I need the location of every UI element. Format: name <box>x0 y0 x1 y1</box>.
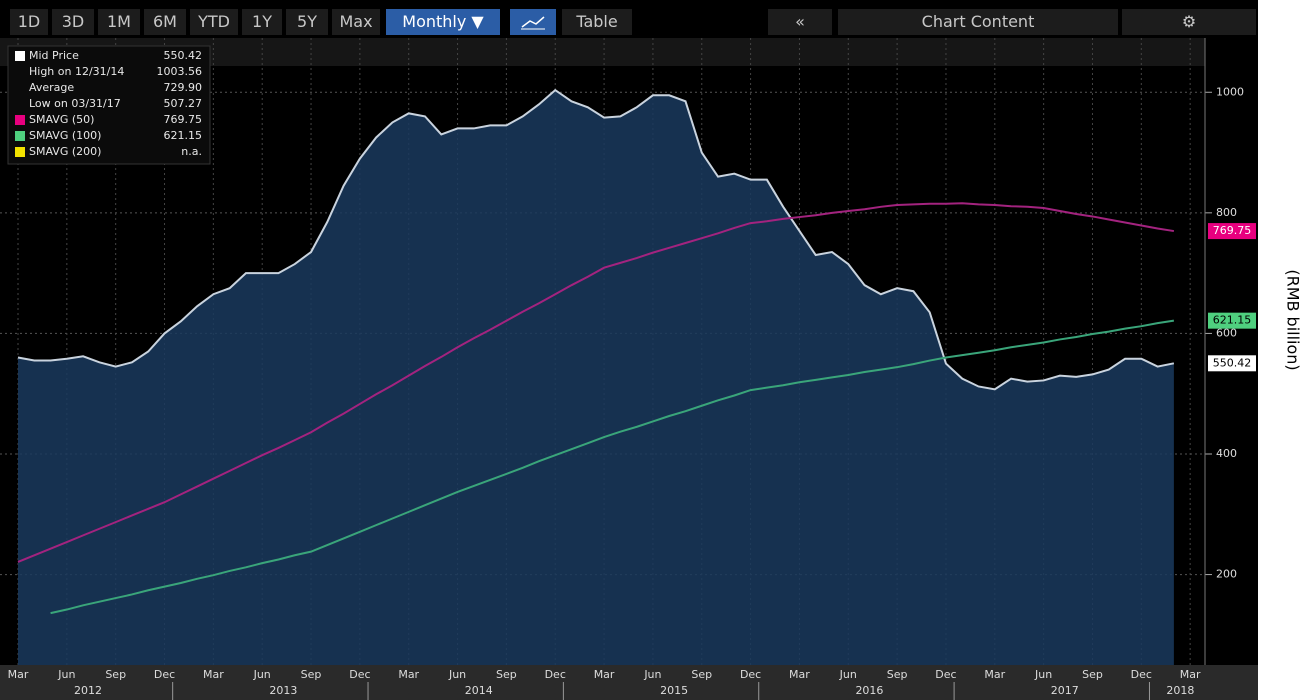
x-tick-label: Jun <box>57 668 75 681</box>
year-label: 2016 <box>855 684 883 697</box>
legend-entry-value: 621.15 <box>164 129 203 142</box>
year-label: 2013 <box>269 684 297 697</box>
area <box>18 90 1174 666</box>
range-button[interactable]: 3D <box>52 9 94 35</box>
x-tick-label: Sep <box>105 668 126 681</box>
x-tick-label: Mar <box>789 668 810 681</box>
x-tick-label: Dec <box>740 668 761 681</box>
year-label: 2012 <box>74 684 102 697</box>
x-tick-label: Dec <box>935 668 956 681</box>
x-tick-label: Sep <box>887 668 908 681</box>
range-button[interactable]: 5Y <box>286 9 328 35</box>
x-tick-label: Jun <box>448 668 466 681</box>
range-button[interactable]: 1D <box>10 9 48 35</box>
range-button[interactable]: Max <box>332 9 380 35</box>
chart-type-button[interactable] <box>510 9 556 35</box>
line <box>17 88 1175 391</box>
frequency-dropdown[interactable]: Monthly ▼ <box>386 9 500 35</box>
legend-entry: SMAVG (100) <box>29 129 101 142</box>
x-tick-label: Sep <box>496 668 517 681</box>
y-tick-label: 600 <box>1216 326 1237 339</box>
table-button[interactable]: Table <box>562 9 632 35</box>
legend-stat: Low on 03/31/17 <box>29 97 121 110</box>
range-button[interactable]: 1Y <box>242 9 282 35</box>
year-label: 2014 <box>465 684 493 697</box>
legend-stat-value: 1003.56 <box>157 65 203 78</box>
value-tag <box>1208 312 1256 329</box>
chart-content-button[interactable]: Chart Content <box>838 9 1118 35</box>
range-button[interactable]: 1M <box>98 9 140 35</box>
legend-stat-value: 729.90 <box>164 81 203 94</box>
x-tick-label: Mar <box>398 668 419 681</box>
collapse-button[interactable]: « <box>768 9 832 35</box>
legend-stat: High on 12/31/14 <box>29 65 124 78</box>
legend-swatch <box>15 51 25 61</box>
toolbar: 1D 3D 1M 6M YTD 1Y 5Y Max Monthly ▼ Table «Chart C… <box>0 0 1258 38</box>
x-tick-label: Jun <box>1034 668 1052 681</box>
settings-button[interactable]: ⚙ <box>1122 9 1256 35</box>
x-axis-strip <box>0 665 1258 700</box>
x-tick-label: Mar <box>984 668 1005 681</box>
x-tick-label: Dec <box>349 668 370 681</box>
value-tag-label: 769.75 <box>1213 224 1252 237</box>
legend-entry: SMAVG (50) <box>29 113 94 126</box>
x-tick-label: Dec <box>154 668 175 681</box>
legend-entry-value: 550.42 <box>164 49 203 62</box>
year-label: 2017 <box>1051 684 1079 697</box>
legend-entry-value: 769.75 <box>164 113 203 126</box>
line <box>50 319 1175 615</box>
x-tick-label: Sep <box>1082 668 1103 681</box>
legend-stat: Average <box>29 81 74 94</box>
x-tick-label: Mar <box>203 668 224 681</box>
legend-box <box>7 45 211 165</box>
year-label: 2018 <box>1166 684 1194 697</box>
x-tick-label: Jun <box>643 668 661 681</box>
x-tick-label: Mar <box>1180 668 1201 681</box>
value-tag-label: 550.42 <box>1213 356 1252 369</box>
legend-swatch <box>15 115 25 125</box>
line <box>17 202 1175 563</box>
range-button[interactable]: 6M <box>144 9 186 35</box>
x-tick-label: Jun <box>839 668 857 681</box>
x-tick-label: Sep <box>301 668 322 681</box>
value-tag-label: 621.15 <box>1213 314 1252 327</box>
y-tick-label: 800 <box>1216 206 1237 219</box>
legend-entry-value: n.a. <box>181 145 202 158</box>
value-tag <box>1208 223 1256 240</box>
range-button[interactable]: YTD <box>190 9 238 35</box>
y-tick-label: 400 <box>1216 447 1237 460</box>
x-tick-label: Sep <box>691 668 712 681</box>
legend-swatch <box>15 131 25 141</box>
x-tick-label: Dec <box>1131 668 1152 681</box>
value-tag <box>1208 355 1256 372</box>
y-axis-label: (RMB billion) <box>1284 269 1303 370</box>
x-tick-label: Jun <box>253 668 271 681</box>
legend-entry: SMAVG (200) <box>29 145 101 158</box>
legend-stat-value: 507.27 <box>164 97 203 110</box>
y-tick-label: 1000 <box>1216 85 1244 98</box>
y-tick-label: 200 <box>1216 568 1237 581</box>
x-tick-label: Mar <box>8 668 29 681</box>
x-tick-label: Dec <box>545 668 566 681</box>
legend-swatch <box>15 147 25 157</box>
legend-entry: Mid Price <box>29 49 79 62</box>
x-tick-label: Mar <box>594 668 615 681</box>
year-label: 2015 <box>660 684 688 697</box>
